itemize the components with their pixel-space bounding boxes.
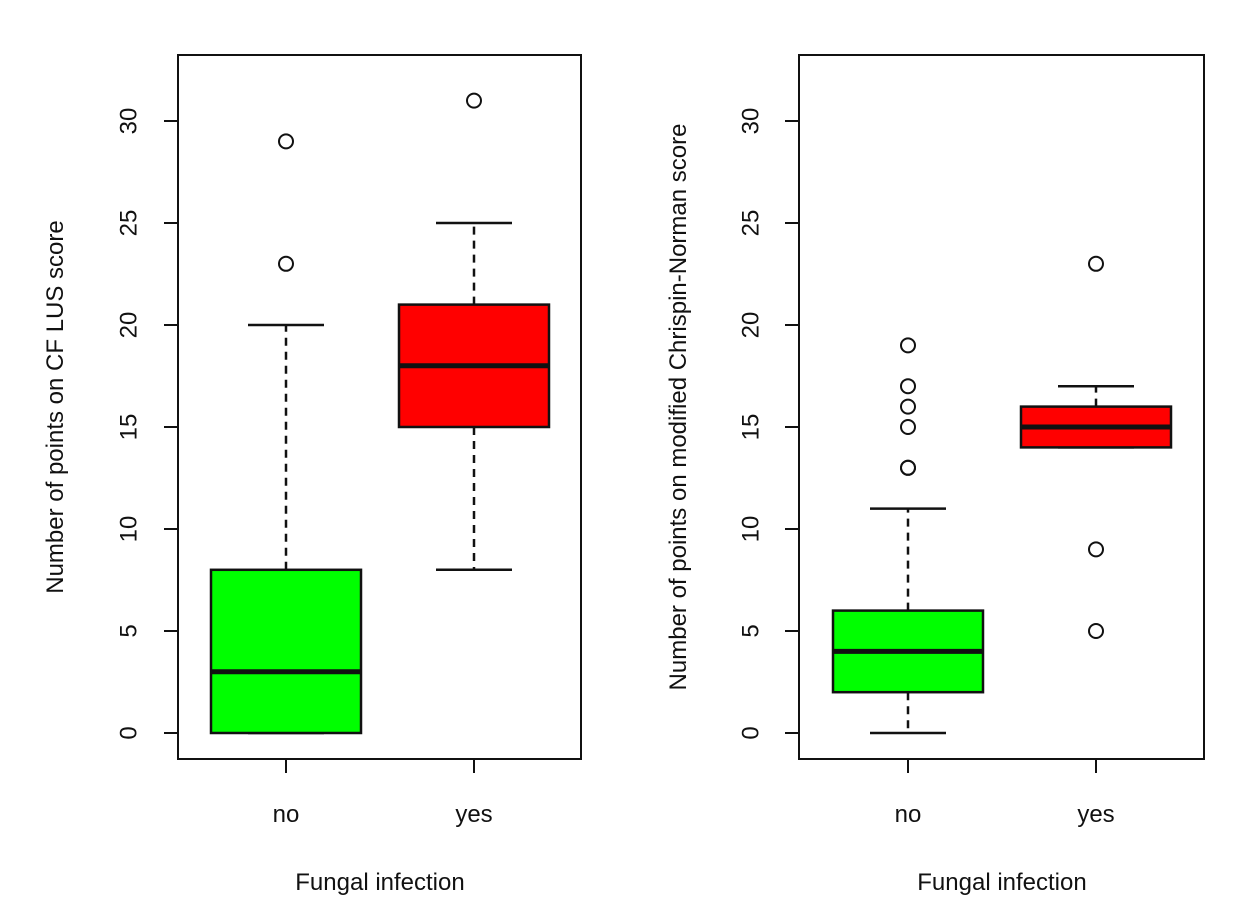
outlier-point (900, 419, 916, 435)
y-tick-label: 20 (737, 312, 764, 339)
y-axis-label: Number of points on modified Chrispin-No… (665, 124, 692, 691)
x-tick-label: no (273, 801, 300, 828)
box-yes (1019, 255, 1173, 639)
boxes (831, 255, 1173, 735)
x-tick-label: no (895, 801, 922, 828)
y-tick-label: 5 (737, 624, 764, 637)
outlier-point (900, 459, 916, 476)
y-tick-label: 0 (737, 726, 764, 739)
y-axis: 0 5 10 15 20 25 30 (737, 108, 799, 740)
y-tick-label: 10 (737, 516, 764, 543)
y-tick-label: 15 (115, 414, 142, 441)
y-tick-label: 10 (115, 516, 142, 543)
y-tick-label: 30 (737, 108, 764, 135)
outlier-point (900, 337, 916, 354)
x-tick-label: yes (1077, 801, 1114, 828)
y-tick-label: 25 (737, 210, 764, 237)
outlier-point (900, 378, 916, 395)
outlier-point (900, 398, 916, 415)
x-axis-label: Fungal infection (295, 869, 464, 896)
outlier-point (1088, 623, 1104, 639)
x-axis: no yes (273, 759, 493, 828)
x-tick-label: yes (455, 801, 492, 828)
box-yes (397, 92, 551, 572)
y-tick-label: 0 (115, 726, 142, 739)
left-boxplot-panel: 0 5 10 15 20 25 30 no yes Number of points on C… (42, 54, 582, 896)
plot-frame (798, 54, 1205, 760)
outlier-point (278, 255, 294, 272)
y-axis: 0 5 10 15 20 25 30 (115, 108, 178, 740)
outlier-point (278, 133, 294, 150)
y-tick-label: 30 (115, 108, 142, 135)
box-no (209, 133, 363, 735)
right-boxplot-panel: 0 5 10 15 20 25 30 no yes Number of points on m… (665, 54, 1205, 896)
x-axis: no yes (895, 759, 1115, 828)
x-axis-label: Fungal infection (917, 869, 1086, 896)
y-tick-label: 5 (115, 624, 142, 637)
plot-frame (177, 54, 582, 760)
y-axis-label: Number of points on CF LUS score (42, 220, 69, 594)
box-no (831, 337, 985, 735)
boxes (209, 92, 551, 735)
outlier-point (1088, 255, 1104, 272)
y-tick-label: 25 (115, 210, 142, 237)
iqr-box (209, 568, 363, 735)
outlier-point (466, 92, 482, 109)
y-tick-label: 15 (737, 414, 764, 441)
outlier-point (1088, 541, 1104, 558)
y-tick-label: 20 (115, 312, 142, 339)
